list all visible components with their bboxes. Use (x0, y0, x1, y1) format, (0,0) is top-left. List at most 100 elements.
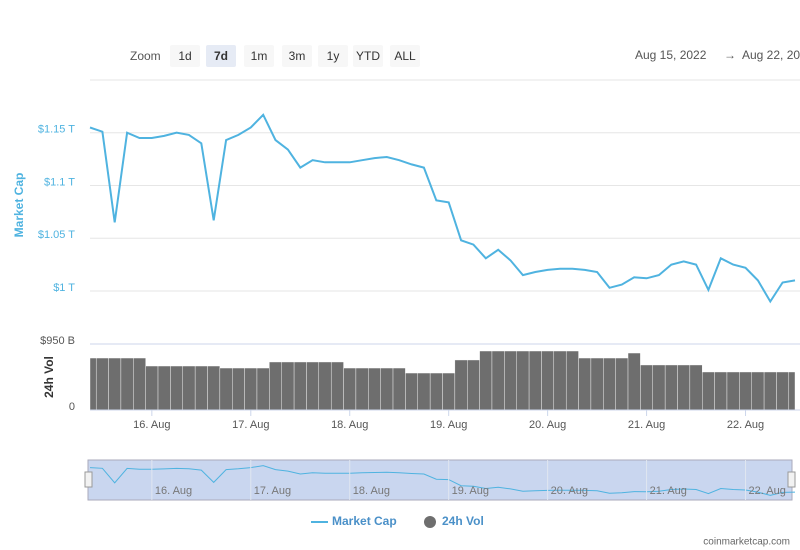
volume-bar (442, 372, 456, 411)
volume-bar (343, 367, 357, 411)
zoom-button[interactable] (390, 45, 420, 67)
zoom-button[interactable] (282, 45, 312, 67)
zoom-button-label[interactable]: 7d (214, 49, 228, 63)
volume-bar (417, 372, 431, 411)
volume-bar (491, 350, 505, 411)
navigator-tick-label: 21. Aug (650, 485, 687, 497)
zoom-button[interactable] (206, 45, 236, 67)
zoom-button-label[interactable]: 1y (327, 49, 340, 63)
y-tick-label: $1.05 T (38, 229, 75, 241)
zoom-button-label[interactable]: 1m (251, 49, 268, 63)
x-tick-label: 21. Aug (628, 419, 665, 431)
date-to: Aug 22, 2022 (742, 48, 800, 62)
volume-bar (355, 367, 369, 411)
volume-bar (368, 367, 381, 411)
volume-bar (194, 365, 208, 411)
y-tick-label: $1.1 T (44, 176, 75, 188)
volume-bar (578, 357, 592, 411)
navigator-line (89, 465, 796, 496)
volume-bar (528, 350, 542, 411)
zoom-button[interactable] (318, 45, 348, 67)
volume-bar (702, 371, 715, 411)
zoom-button[interactable] (244, 45, 274, 67)
x-tick-label: 17. Aug (232, 419, 269, 431)
volume-bar (454, 359, 468, 411)
zoom-button-label[interactable]: ALL (394, 49, 416, 63)
volume-bar (170, 365, 183, 411)
volume-bar (281, 361, 295, 411)
volume-bar (553, 350, 567, 411)
navigator-tick-label: 19. Aug (452, 485, 489, 497)
volume-bar (330, 361, 344, 411)
volume-bar (689, 364, 703, 411)
volume-bar (615, 357, 629, 411)
volume-bar (541, 350, 555, 411)
volume-bar (726, 371, 740, 411)
volume-bar (467, 359, 480, 411)
y-tick-label: $950 B (40, 335, 75, 347)
volume-bar (565, 350, 579, 411)
volume-bar (652, 364, 666, 411)
y-axis-title: Market Cap (12, 173, 26, 238)
volume-bar (318, 361, 332, 411)
volume-bar (380, 367, 394, 411)
y-tick-label: $1.15 T (38, 124, 75, 136)
zoom-button[interactable] (353, 45, 383, 67)
volume-bar (306, 361, 320, 411)
navigator-handle[interactable] (84, 471, 93, 488)
navigator-tick-label: 18. Aug (353, 485, 390, 497)
volume-bar (108, 357, 122, 411)
volume-bar (207, 365, 221, 411)
x-tick-label: 16. Aug (133, 419, 170, 431)
navigator-window[interactable] (87, 459, 793, 501)
volume-bar (392, 367, 406, 411)
volume-bar (145, 365, 159, 411)
volume-bar (788, 371, 796, 411)
date-arrow: → (724, 48, 736, 62)
volume-bar (133, 357, 146, 411)
volume-bar (516, 350, 530, 411)
x-tick-label: 20. Aug (529, 419, 566, 431)
navigator-handle[interactable] (787, 471, 796, 488)
zoom-button-label[interactable]: 3m (289, 49, 306, 63)
volume-bar (120, 357, 134, 411)
volume-bar (89, 357, 97, 411)
volume-bar (479, 350, 493, 411)
volume-bar (714, 371, 728, 411)
volume-bar (603, 357, 616, 411)
navigator-tick-label: 16. Aug (155, 485, 192, 497)
volume-bar (664, 364, 678, 411)
navigator-tick-label: 20. Aug (551, 485, 588, 497)
date-from: Aug 15, 2022 (635, 48, 707, 62)
volume-bar (269, 361, 282, 411)
market-cap-line (89, 113, 796, 304)
zoom-button-label[interactable]: 1d (178, 49, 191, 63)
volume-bar (244, 367, 258, 411)
zoom-button-label[interactable]: YTD (356, 49, 380, 63)
legend-label[interactable]: Market Cap (332, 514, 397, 528)
y-tick-label: $1 T (53, 282, 75, 294)
volume-bar (182, 365, 196, 411)
volume-bar (504, 350, 517, 411)
navigator-tick-label: 17. Aug (254, 485, 291, 497)
volume-bar (95, 357, 109, 411)
volume-bar (157, 365, 171, 411)
zoom-button[interactable] (170, 45, 200, 67)
volume-bar (429, 372, 443, 411)
zoom-label: Zoom (130, 49, 161, 63)
volume-bar (739, 371, 752, 411)
volume-bar (677, 364, 691, 411)
x-tick-label: 22. Aug (727, 419, 764, 431)
navigator-tick-label: 22. Aug (749, 485, 786, 497)
volume-bar (763, 371, 777, 411)
volume-bar (405, 372, 418, 411)
volume-bar (590, 357, 604, 411)
x-tick-label: 19. Aug (430, 419, 467, 431)
volume-bar (232, 367, 245, 411)
legend-label[interactable]: 24h Vol (442, 514, 484, 528)
y-tick-label: 0 (69, 401, 75, 413)
legend-dot[interactable] (424, 516, 436, 528)
volume-bar (293, 361, 307, 411)
